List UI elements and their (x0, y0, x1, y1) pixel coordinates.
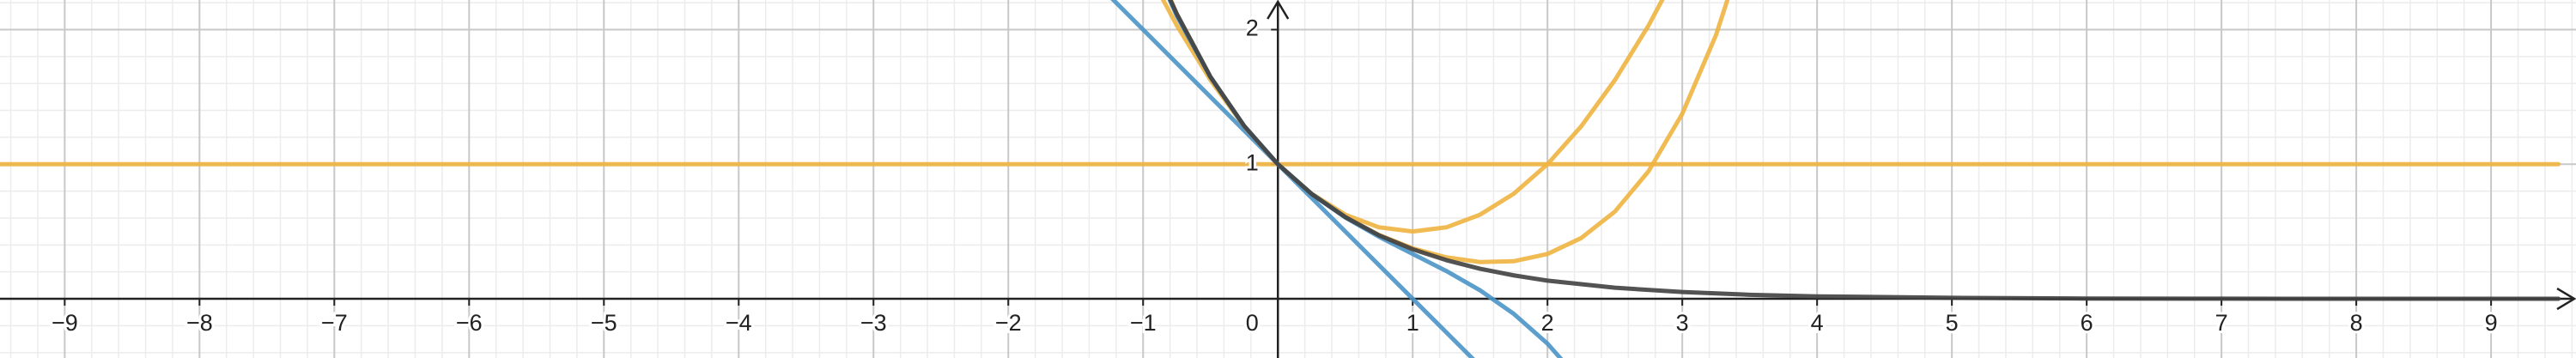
x-tick-label: −5 (591, 310, 617, 336)
x-tick-label: 4 (1811, 310, 1824, 336)
function-curve (1167, 0, 1564, 358)
x-tick-label: 8 (2350, 310, 2363, 336)
x-tick-label: −4 (726, 310, 752, 336)
y-axis-arrow (1267, 0, 1290, 20)
y-tick-label: 2 (1246, 15, 1259, 41)
x-axis-arrow (2556, 287, 2576, 311)
tick-labels: −9 −8 −7 −6 −5 −4 −3 −2 −1 0 1 2 3 4 5 6 7 8 9 1 2 (49, 13, 2500, 339)
x-tick-label: 1 (1406, 310, 1419, 336)
x-tick-label: 3 (1676, 310, 1689, 336)
function-curve (1168, 0, 2561, 301)
x-tick-label: −2 (995, 310, 1022, 336)
x-tick-label: 2 (1541, 310, 1554, 336)
x-tick-label: −1 (1130, 310, 1157, 336)
x-tick-label: −9 (52, 310, 78, 336)
function-curve (1168, 0, 1730, 264)
x-tick-label: 5 (1946, 310, 1959, 336)
x-tick-label: −6 (456, 310, 483, 336)
x-tick-label: 9 (2485, 310, 2498, 336)
y-tick-label: 1 (1246, 149, 1259, 175)
x-tick-label: −8 (186, 310, 213, 336)
x-tick-label: 0 (1246, 310, 1259, 336)
x-tick-label: 7 (2215, 310, 2228, 336)
x-tick-label: −7 (321, 310, 348, 336)
x-tick-label: 6 (2081, 310, 2093, 336)
x-tick-label: −3 (860, 310, 887, 336)
